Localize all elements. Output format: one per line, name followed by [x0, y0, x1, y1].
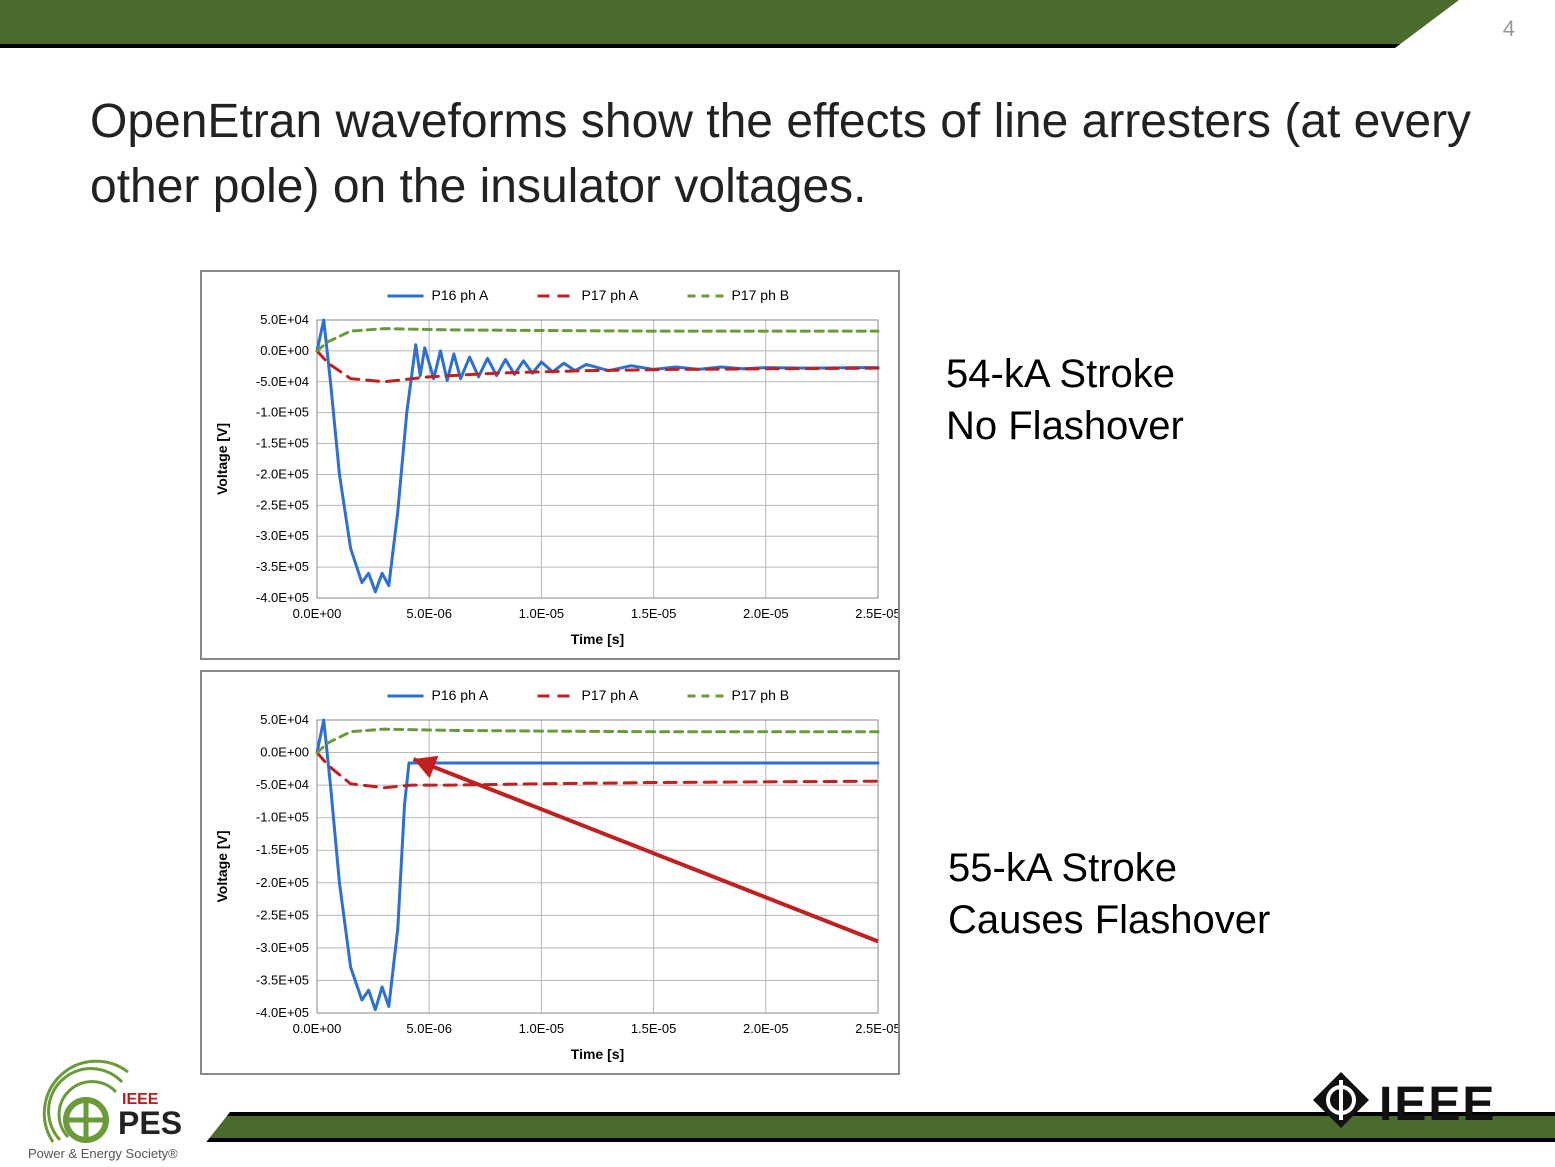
svg-text:5.0E-06: 5.0E-06: [406, 1021, 452, 1036]
svg-text:-3.5E+05: -3.5E+05: [256, 559, 309, 574]
svg-text:Time [s]: Time [s]: [571, 631, 624, 647]
svg-text:-1.0E+05: -1.0E+05: [256, 405, 309, 420]
svg-text:2.5E-05: 2.5E-05: [855, 1021, 898, 1036]
svg-text:5.0E+04: 5.0E+04: [260, 312, 309, 327]
pes-logo: IEEE PES Power & Energy Society®: [18, 1022, 208, 1162]
svg-text:-4.0E+05: -4.0E+05: [256, 590, 309, 605]
svg-text:P17 ph A: P17 ph A: [582, 687, 639, 703]
svg-text:1.5E-05: 1.5E-05: [631, 606, 677, 621]
ieee-logo: IEEE: [1307, 1068, 1537, 1134]
svg-text:-1.5E+05: -1.5E+05: [256, 842, 309, 857]
svg-text:-3.0E+05: -3.0E+05: [256, 528, 309, 543]
svg-text:-1.5E+05: -1.5E+05: [256, 436, 309, 451]
svg-text:1.5E-05: 1.5E-05: [631, 1021, 677, 1036]
svg-text:-2.5E+05: -2.5E+05: [256, 907, 309, 922]
svg-text:P17 ph B: P17 ph B: [732, 687, 790, 703]
svg-text:2.0E-05: 2.0E-05: [743, 606, 789, 621]
annot2-line1: 55-kA Stroke: [948, 846, 1177, 890]
svg-text:0.0E+00: 0.0E+00: [260, 343, 309, 358]
svg-text:2.0E-05: 2.0E-05: [743, 1021, 789, 1036]
svg-text:1.0E-05: 1.0E-05: [519, 606, 565, 621]
svg-text:-2.0E+05: -2.0E+05: [256, 875, 309, 890]
page-number: 4: [1503, 16, 1515, 42]
chart-no-flashover: 0.0E+00 5.0E-06 1.0E-05 1.5E-05 2.0E-05 2.5E-…: [200, 270, 900, 660]
svg-text:5.0E-06: 5.0E-06: [406, 606, 452, 621]
svg-text:Time [s]: Time [s]: [571, 1046, 624, 1062]
annotation-54ka: 54-kA Stroke No Flashover: [946, 348, 1184, 452]
pes-text: PES: [118, 1105, 182, 1141]
header-band: [0, 0, 1555, 48]
svg-text:0.0E+00: 0.0E+00: [260, 745, 309, 760]
svg-text:-5.0E+04: -5.0E+04: [256, 374, 309, 389]
annot1-line1: 54-kA Stroke: [946, 352, 1175, 396]
svg-text:0.0E+00: 0.0E+00: [293, 1021, 342, 1036]
svg-text:Voltage [V]: Voltage [V]: [214, 423, 230, 495]
annot2-line2: Causes Flashover: [948, 898, 1270, 942]
svg-text:-3.5E+05: -3.5E+05: [256, 972, 309, 987]
svg-text:Voltage [V]: Voltage [V]: [214, 830, 230, 902]
chart-flashover: 0.0E+00 5.0E-06 1.0E-05 1.5E-05 2.0E-05 2.5E-…: [200, 670, 900, 1075]
svg-text:-5.0E+04: -5.0E+04: [256, 777, 309, 792]
svg-text:1.0E-05: 1.0E-05: [519, 1021, 565, 1036]
svg-text:P16 ph A: P16 ph A: [432, 687, 489, 703]
svg-text:P17 ph A: P17 ph A: [582, 287, 639, 303]
svg-text:-4.0E+05: -4.0E+05: [256, 1005, 309, 1020]
svg-text:5.0E+04: 5.0E+04: [260, 712, 309, 727]
svg-text:-2.0E+05: -2.0E+05: [256, 466, 309, 481]
ieee-text: IEEE: [1379, 1078, 1496, 1131]
page-title: OpenEtran waveforms show the effects of …: [90, 90, 1475, 220]
annot1-line2: No Flashover: [946, 404, 1184, 448]
svg-text:-2.5E+05: -2.5E+05: [256, 497, 309, 512]
annotation-55ka: 55-kA Stroke Causes Flashover: [948, 842, 1270, 946]
svg-text:0.0E+00: 0.0E+00: [293, 606, 342, 621]
svg-text:-3.0E+05: -3.0E+05: [256, 940, 309, 955]
svg-text:P17 ph B: P17 ph B: [732, 287, 790, 303]
pes-sub-text: Power & Energy Society®: [28, 1146, 178, 1161]
svg-text:2.5E-05: 2.5E-05: [855, 606, 898, 621]
svg-text:-1.0E+05: -1.0E+05: [256, 810, 309, 825]
svg-text:P16 ph A: P16 ph A: [432, 287, 489, 303]
